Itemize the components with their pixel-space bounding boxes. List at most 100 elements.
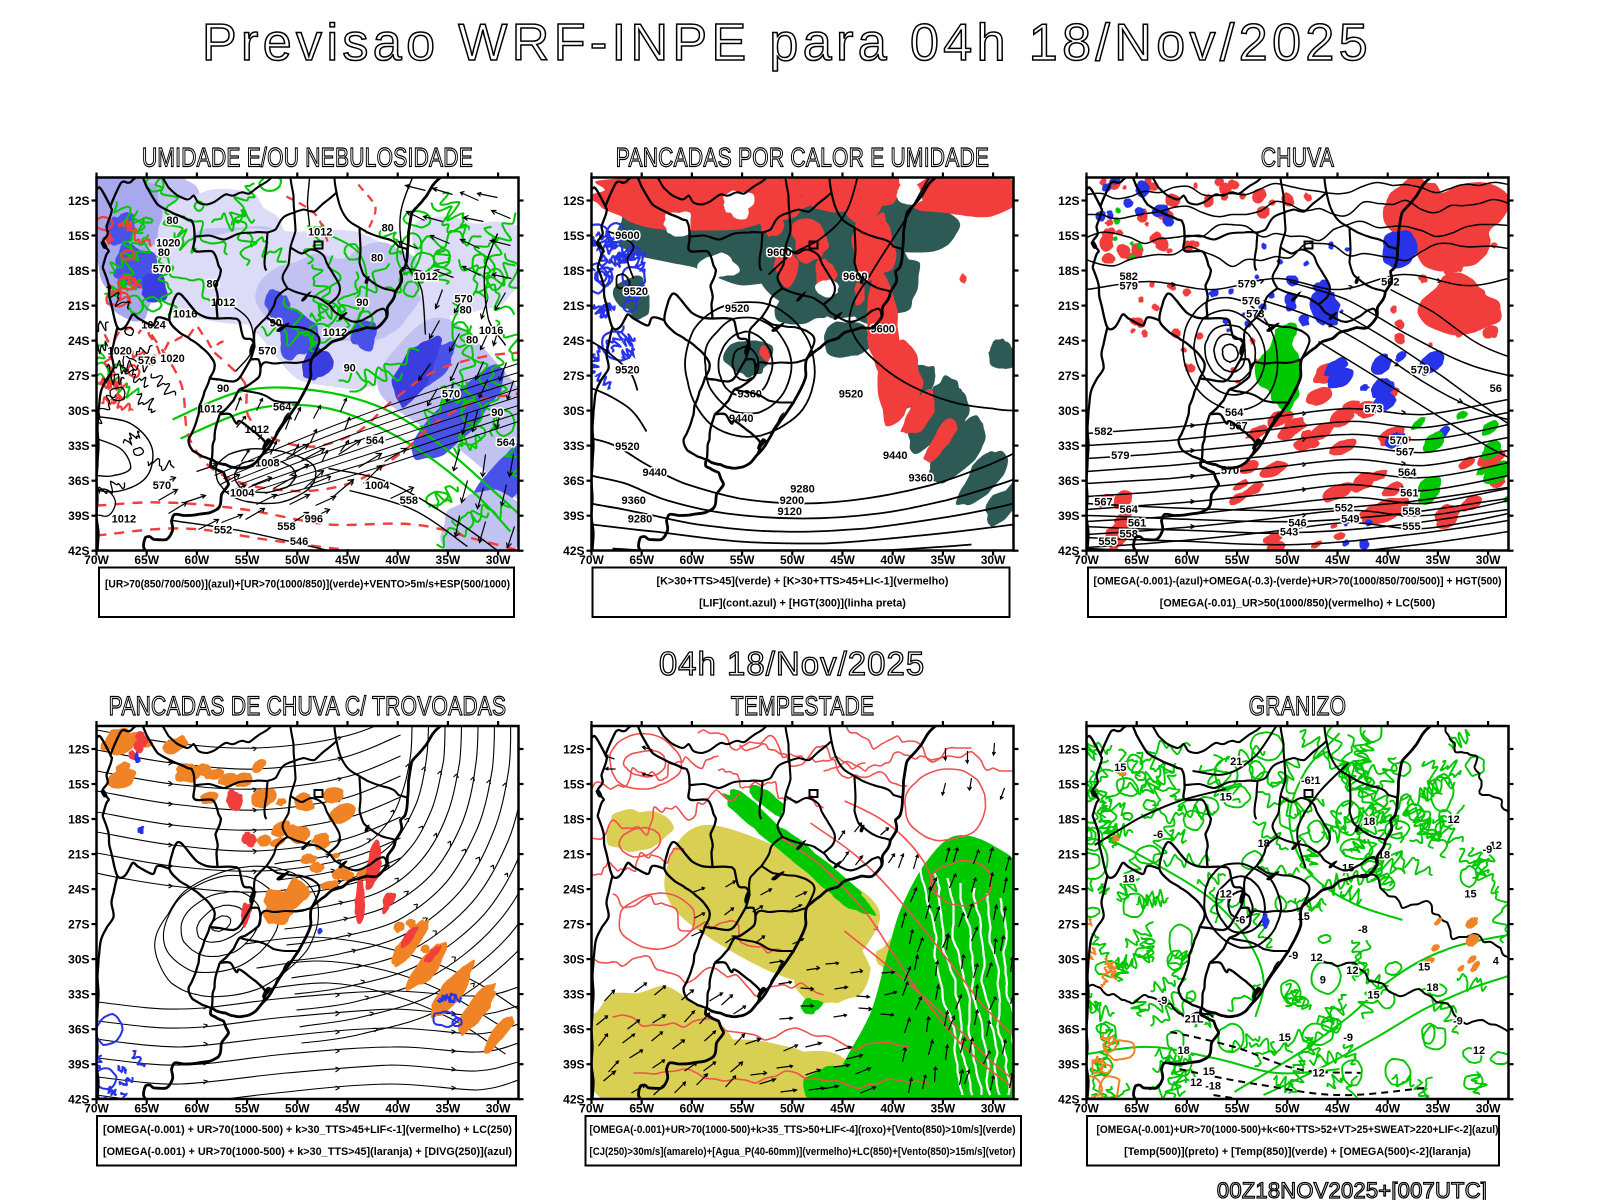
svg-text:80: 80 <box>460 305 472 317</box>
svg-text:90: 90 <box>491 407 503 419</box>
svg-text:-9: -9 <box>1483 844 1493 856</box>
svg-text:12S: 12S <box>563 743 584 757</box>
svg-text:9520: 9520 <box>615 364 639 376</box>
svg-text:1020: 1020 <box>156 238 180 250</box>
svg-text:80: 80 <box>158 247 170 259</box>
svg-text:549: 549 <box>1341 514 1359 526</box>
svg-text:33S: 33S <box>68 439 89 453</box>
svg-text:9520: 9520 <box>615 441 639 453</box>
svg-text:80: 80 <box>371 252 383 264</box>
svg-text:-9: -9 <box>1288 950 1298 962</box>
svg-text:30W: 30W <box>486 553 511 567</box>
svg-text:21S: 21S <box>1058 299 1079 313</box>
svg-text:9520: 9520 <box>839 389 863 401</box>
svg-text:65W: 65W <box>1124 1102 1149 1116</box>
svg-text:18: 18 <box>1363 816 1375 828</box>
svg-text:70W: 70W <box>1074 1102 1099 1116</box>
svg-text:39S: 39S <box>68 509 89 523</box>
svg-text:579: 579 <box>1111 450 1129 462</box>
svg-text:570: 570 <box>442 389 460 401</box>
svg-text:18S: 18S <box>1058 813 1079 827</box>
svg-text:50W: 50W <box>285 553 310 567</box>
svg-text:21S: 21S <box>68 299 89 313</box>
svg-text:1016: 1016 <box>479 325 503 337</box>
svg-text:50W: 50W <box>780 553 805 567</box>
svg-text:42S: 42S <box>563 544 584 558</box>
svg-text:CHUVA: CHUVA <box>1261 143 1335 173</box>
svg-text:582: 582 <box>1120 271 1138 283</box>
svg-text:1012: 1012 <box>323 327 347 339</box>
svg-text:[LIF](cont.azul) + [HGT(300)](: [LIF](cont.azul) + [HGT(300)](linha pret… <box>699 598 906 610</box>
svg-text:564: 564 <box>497 437 516 449</box>
svg-text:1020: 1020 <box>160 353 184 365</box>
svg-text:570: 570 <box>153 480 171 492</box>
svg-text:55W: 55W <box>1225 553 1250 567</box>
svg-text:24S: 24S <box>68 334 89 348</box>
svg-text:[OMEGA(-0.001)-(azul)+OMEGA(-0: [OMEGA(-0.001)-(azul)+OMEGA(-0.3)-(verde… <box>1094 576 1502 588</box>
svg-text:30S: 30S <box>1058 404 1079 418</box>
svg-text:1012: 1012 <box>245 424 269 436</box>
svg-text:15S: 15S <box>68 778 89 792</box>
svg-text:573: 573 <box>1364 404 1382 416</box>
svg-text:55W: 55W <box>235 1102 260 1116</box>
svg-text:GRANIZO: GRANIZO <box>1249 692 1347 722</box>
svg-text:35W: 35W <box>931 1102 956 1116</box>
svg-text:15S: 15S <box>563 778 584 792</box>
svg-text:570: 570 <box>153 264 171 276</box>
svg-text:9280: 9280 <box>790 484 814 496</box>
svg-text:552: 552 <box>214 525 232 537</box>
svg-text:-9: -9 <box>1343 1032 1353 1044</box>
svg-text:15: 15 <box>1418 961 1430 973</box>
svg-text:18: 18 <box>1177 1045 1189 1057</box>
svg-text:30S: 30S <box>68 404 89 418</box>
svg-text:27S: 27S <box>563 918 584 932</box>
svg-text:15: 15 <box>1464 889 1476 901</box>
svg-text:-9: -9 <box>1158 995 1168 1007</box>
svg-text:36S: 36S <box>563 1023 584 1037</box>
svg-text:9520: 9520 <box>624 286 648 298</box>
svg-text:70W: 70W <box>579 1102 604 1116</box>
svg-text:80: 80 <box>382 223 394 235</box>
svg-text:4: 4 <box>1493 956 1500 968</box>
svg-text:30S: 30S <box>563 953 584 967</box>
svg-text:90: 90 <box>344 363 356 375</box>
svg-text:33S: 33S <box>1058 439 1079 453</box>
svg-text:-6: -6 <box>1236 915 1246 927</box>
svg-text:579: 579 <box>1411 364 1429 376</box>
svg-text:42S: 42S <box>1058 544 1079 558</box>
svg-text:15: 15 <box>1114 762 1126 774</box>
svg-text:576: 576 <box>1242 295 1260 307</box>
svg-text:21S: 21S <box>1058 848 1079 862</box>
svg-text:570: 570 <box>1390 435 1408 447</box>
svg-text:-6: -6 <box>1301 775 1311 787</box>
svg-text:33S: 33S <box>563 439 584 453</box>
svg-text:564: 564 <box>1398 467 1417 479</box>
svg-text:-18: -18 <box>1205 1081 1221 1093</box>
svg-text:18S: 18S <box>1058 264 1079 278</box>
svg-text:[K>30+TTS>45](verde) + [K>30+T: [K>30+TTS>45](verde) + [K>30+TTS>45+LI<-… <box>657 576 949 588</box>
svg-text:[OMEGA(-0.001)+UR>70(1000-500): [OMEGA(-0.001)+UR>70(1000-500)+k>35_TTS>… <box>590 1124 1016 1136</box>
svg-text:55W: 55W <box>730 553 755 567</box>
svg-text:42S: 42S <box>68 1093 89 1107</box>
svg-text:27S: 27S <box>1058 918 1079 932</box>
svg-text:582: 582 <box>1094 426 1112 438</box>
svg-text:36S: 36S <box>68 474 89 488</box>
svg-text:12: 12 <box>1346 965 1358 977</box>
svg-text:[Temp(500)](preto) + [Temp(850: [Temp(500)](preto) + [Temp(850)](verde) … <box>1124 1146 1471 1158</box>
svg-text:12S: 12S <box>68 743 89 757</box>
svg-text:60W: 60W <box>1175 553 1200 567</box>
svg-text:45W: 45W <box>335 1102 360 1116</box>
svg-text:15: 15 <box>1203 1066 1215 1078</box>
svg-text:42S: 42S <box>1058 1093 1079 1107</box>
svg-text:33S: 33S <box>68 988 89 1002</box>
svg-text:567: 567 <box>1396 446 1414 458</box>
svg-text:567: 567 <box>1094 497 1112 509</box>
svg-text:70W: 70W <box>84 1102 109 1116</box>
svg-text:90: 90 <box>356 297 368 309</box>
svg-text:12S: 12S <box>1058 194 1079 208</box>
svg-text:15: 15 <box>1342 863 1354 875</box>
svg-text:39S: 39S <box>68 1058 89 1072</box>
svg-text:12: 12 <box>1310 952 1322 964</box>
svg-text:[UR>70(850/700/500)](azul)+[UR: [UR>70(850/700/500)](azul)+[UR>70(1000/8… <box>105 579 510 591</box>
svg-text:00Z18NOV2025+[007UTC]: 00Z18NOV2025+[007UTC] <box>1217 1178 1487 1200</box>
